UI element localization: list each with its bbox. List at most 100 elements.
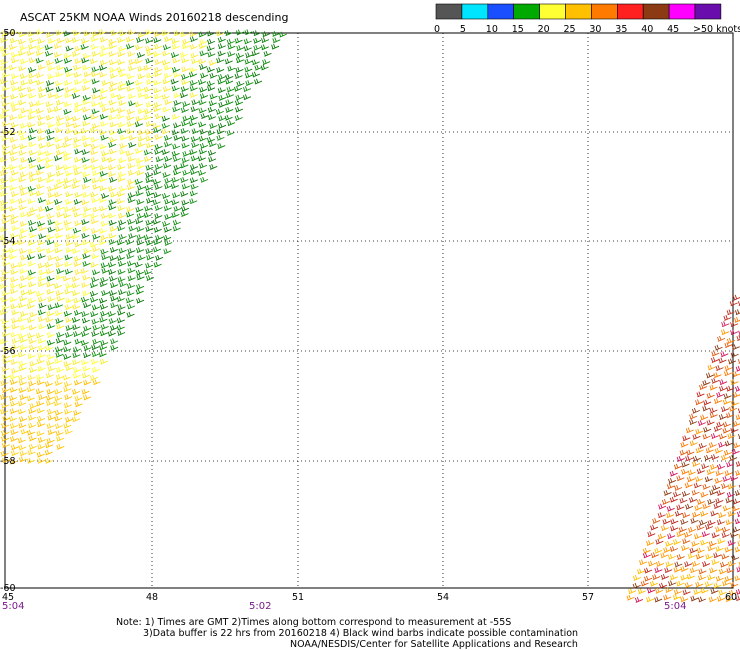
wind-barb [46,353,55,360]
wind-barb [64,268,73,275]
wind-barb [170,78,179,85]
wind-barb [117,330,126,336]
wind-barb [109,176,118,183]
wind-barb [45,101,54,108]
lat-label: -56 [0,346,16,357]
wind-barb [676,580,685,587]
wind-barb [136,283,145,290]
wind-barb [716,421,725,428]
wind-barb [647,560,657,567]
wind-barb [135,115,144,122]
wind-barb [727,483,736,490]
wind-barb [55,115,65,122]
wind-barb [8,415,17,422]
wind-barb [74,191,83,198]
wind-barb [91,366,100,373]
wind-barb [28,66,37,73]
wind-barb [45,86,54,93]
wind-barb [90,43,99,50]
wind-barb [152,199,161,206]
wind-barb [28,37,37,44]
wind-barb [37,443,46,450]
wind-barb [10,429,19,436]
wind-barb [9,176,18,183]
wind-barb [733,420,740,427]
wind-barb [91,78,100,85]
wind-barb [64,66,73,73]
wind-barb [29,402,38,409]
wind-barb [224,58,233,65]
wind-barb [2,373,11,380]
wind-barb [126,43,135,50]
wind-barb [117,171,126,178]
wind-barb [181,135,190,142]
wind-barb [180,86,189,93]
wind-barb [724,546,733,553]
wind-barb [719,561,729,568]
wind-barb [171,211,180,218]
wind-barb [727,510,736,517]
wind-barb [37,275,46,282]
wind-barb [82,290,91,297]
wind-barb [46,234,55,240]
wind-barb [91,108,100,115]
wind-barb [10,288,19,295]
wind-barb [721,532,730,539]
wind-barb [46,80,55,87]
wind-barb [18,248,28,255]
wind-barb [686,476,695,483]
wind-barb [46,141,55,148]
wind-barb [54,191,63,198]
wind-barb [109,246,119,253]
wind-barb [0,394,9,400]
wind-barb [154,71,163,77]
wind-barb [654,587,664,594]
wind-barb [207,114,216,121]
wind-barb [28,380,37,387]
wind-barb [725,596,734,602]
wind-barb [45,177,54,183]
wind-barb [90,127,99,133]
wind-barb [117,107,126,114]
wind-barb [17,198,27,205]
wind-barb [146,78,155,85]
wind-barb [153,79,162,86]
wind-barb [696,468,705,475]
lat-label: -52 [0,127,16,138]
wind-barb [118,234,127,240]
wind-barb [173,92,182,99]
wind-barb [722,505,731,512]
wind-barb [37,176,46,183]
wind-barb [100,121,109,127]
wind-barb [696,547,705,554]
wind-barb [161,93,170,100]
wind-barb [19,221,28,227]
wind-barb [11,367,20,374]
wind-barb [164,135,173,141]
wind-barb [254,78,263,85]
wind-barb [731,505,740,512]
wind-barb [224,114,233,121]
wind-barb [696,499,705,505]
wind-barb [715,470,724,477]
wind-barb [226,120,236,127]
wind-barb [154,143,163,150]
wind-barb [63,408,73,415]
wind-barb [171,129,180,136]
wind-barb [216,128,225,135]
wind-barb [65,191,74,198]
wind-barb [735,414,740,421]
wind-barb [109,72,118,79]
wind-barb [65,247,74,253]
wind-barb [722,427,731,434]
wind-barb [718,568,727,575]
legend-swatch [435,3,463,20]
wind-barb [81,388,90,395]
wind-barb [89,374,99,381]
wind-barb [91,318,100,325]
wind-barb [56,37,65,44]
wind-barb [11,309,20,316]
wind-barb [27,248,36,255]
wind-barb [108,185,117,192]
wind-barb [37,365,46,372]
